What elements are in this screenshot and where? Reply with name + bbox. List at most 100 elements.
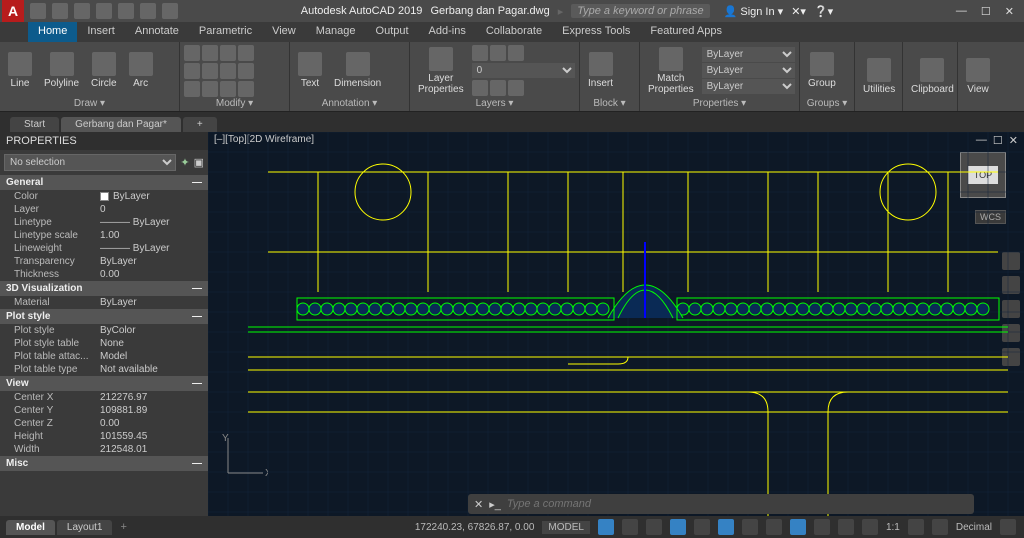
qat-plot-icon[interactable] (118, 3, 134, 19)
prop-row[interactable]: Center Y109881.89 (0, 404, 208, 417)
help-icon[interactable]: ❔▾ (814, 5, 833, 18)
drawing-canvas[interactable] (208, 132, 1024, 516)
panel-groups-title[interactable]: Groups ▾ (804, 97, 850, 109)
clean-screen-icon[interactable] (1000, 519, 1016, 535)
otrack-toggle[interactable] (766, 519, 782, 535)
model-button[interactable]: MODEL (542, 521, 590, 534)
qat-new-icon[interactable] (30, 3, 46, 19)
sign-in-button[interactable]: Sign In (740, 6, 774, 18)
color-combo[interactable]: ByLayer (702, 47, 795, 62)
linetype-combo[interactable]: ByLayer (702, 79, 795, 94)
maximize-button[interactable]: ☐ (981, 5, 991, 18)
layer-properties-button[interactable]: Layer Properties (414, 45, 468, 97)
transparency-toggle[interactable] (838, 519, 854, 535)
circle-button[interactable]: Circle (87, 50, 121, 91)
isodraft-toggle[interactable] (694, 519, 710, 535)
layer-lock-icon[interactable] (508, 45, 524, 61)
line-button[interactable]: Line (4, 50, 36, 91)
menu-tab-view[interactable]: View (262, 22, 306, 42)
minimize-button[interactable]: — (956, 5, 967, 18)
prop-row[interactable]: ColorByLayer (0, 190, 208, 203)
qat-open-icon[interactable] (52, 3, 68, 19)
qat-redo-icon[interactable] (162, 3, 178, 19)
qat-saveas-icon[interactable] (96, 3, 112, 19)
arc-button[interactable]: Arc (125, 50, 157, 91)
panel-annotation-title[interactable]: Annotation ▾ (294, 97, 405, 109)
section-view[interactable]: View— (0, 376, 208, 391)
prop-row[interactable]: TransparencyByLayer (0, 255, 208, 268)
prop-row[interactable]: Center X212276.97 (0, 391, 208, 404)
prop-row[interactable]: Center Z0.00 (0, 417, 208, 430)
layer-combo[interactable]: 0 (472, 63, 575, 78)
panel-layers-title[interactable]: Layers ▾ (414, 97, 575, 109)
anno-scale[interactable]: 1:1 (886, 522, 900, 533)
menu-tab-collaborate[interactable]: Collaborate (476, 22, 552, 42)
prop-row[interactable]: Thickness0.00 (0, 268, 208, 281)
prop-row[interactable]: Plot table typeNot available (0, 363, 208, 376)
menu-tab-annotate[interactable]: Annotate (125, 22, 189, 42)
menu-tab-express-tools[interactable]: Express Tools (552, 22, 640, 42)
section-general[interactable]: General— (0, 175, 208, 190)
cycling-toggle[interactable] (862, 519, 878, 535)
prop-row[interactable]: Plot style tableNone (0, 337, 208, 350)
snap-toggle[interactable] (622, 519, 638, 535)
section-3d-visualization[interactable]: 3D Visualization— (0, 281, 208, 296)
group-button[interactable]: Group (804, 50, 840, 91)
layer-uniso-icon[interactable] (490, 80, 506, 96)
prop-row[interactable]: Plot styleByColor (0, 324, 208, 337)
prop-row[interactable]: Height101559.45 (0, 430, 208, 443)
selectobj-icon[interactable]: ▣ (194, 156, 204, 169)
3dosnap-toggle[interactable] (742, 519, 758, 535)
menu-tab-home[interactable]: Home (28, 22, 77, 42)
insert-button[interactable]: Insert (584, 50, 617, 91)
app-logo[interactable]: A (2, 0, 24, 22)
selection-combo[interactable]: No selection (4, 154, 176, 171)
add-layout-button[interactable]: + (112, 521, 134, 533)
panel-properties-title[interactable]: Properties ▾ (644, 97, 795, 109)
units-display[interactable]: Decimal (956, 522, 992, 533)
clipboard-button[interactable]: Clipboard (907, 56, 958, 97)
prop-row[interactable]: Plot table attac...Model (0, 350, 208, 363)
anno-monitor-icon[interactable] (932, 519, 948, 535)
dimension-button[interactable]: Dimension (330, 50, 385, 91)
polar-toggle[interactable] (670, 519, 686, 535)
workspace-icon[interactable] (908, 519, 924, 535)
qat-save-icon[interactable] (74, 3, 90, 19)
modify-tools-grid[interactable] (184, 45, 254, 97)
model-tab-model[interactable]: Model (6, 520, 55, 535)
quickselect-icon[interactable]: ✦ (180, 156, 189, 169)
panel-block-title[interactable]: Block ▾ (584, 97, 635, 109)
ortho-toggle[interactable] (646, 519, 662, 535)
lineweight-combo[interactable]: ByLayer (702, 63, 795, 78)
new-tab-button[interactable]: + (183, 117, 217, 132)
qat-undo-icon[interactable] (140, 3, 156, 19)
menu-tab-output[interactable]: Output (366, 22, 419, 42)
search-input[interactable]: Type a keyword or phrase (571, 4, 709, 18)
prop-row[interactable]: Layer0 (0, 203, 208, 216)
osnap-toggle[interactable] (718, 519, 734, 535)
menu-tab-insert[interactable]: Insert (77, 22, 125, 42)
utilities-button[interactable]: Utilities (859, 56, 899, 97)
grid-toggle[interactable] (598, 519, 614, 535)
menu-tab-manage[interactable]: Manage (306, 22, 366, 42)
exchange-icon[interactable]: ✕▾ (791, 5, 806, 18)
view-button[interactable]: View (962, 56, 994, 97)
match-properties-button[interactable]: Match Properties (644, 45, 698, 97)
layer-off-icon[interactable] (472, 45, 488, 61)
file-tab-1[interactable]: Gerbang dan Pagar* (61, 117, 181, 132)
section-plot-style[interactable]: Plot style— (0, 309, 208, 324)
text-button[interactable]: Text (294, 50, 326, 91)
prop-row[interactable]: Width212548.01 (0, 443, 208, 456)
prop-row[interactable]: Linetype——— ByLayer (0, 216, 208, 229)
prop-row[interactable]: MaterialByLayer (0, 296, 208, 309)
layer-match-icon[interactable] (508, 80, 524, 96)
close-button[interactable]: ✕ (1005, 5, 1014, 18)
polyline-button[interactable]: Polyline (40, 50, 83, 91)
menu-tab-parametric[interactable]: Parametric (189, 22, 262, 42)
layer-iso-icon[interactable] (472, 80, 488, 96)
prop-row[interactable]: Lineweight——— ByLayer (0, 242, 208, 255)
panel-modify-title[interactable]: Modify ▾ (184, 97, 285, 109)
panel-draw-title[interactable]: Draw ▾ (4, 97, 175, 109)
cmd-close-icon[interactable]: ✕ (474, 498, 483, 511)
section-misc[interactable]: Misc— (0, 456, 208, 471)
